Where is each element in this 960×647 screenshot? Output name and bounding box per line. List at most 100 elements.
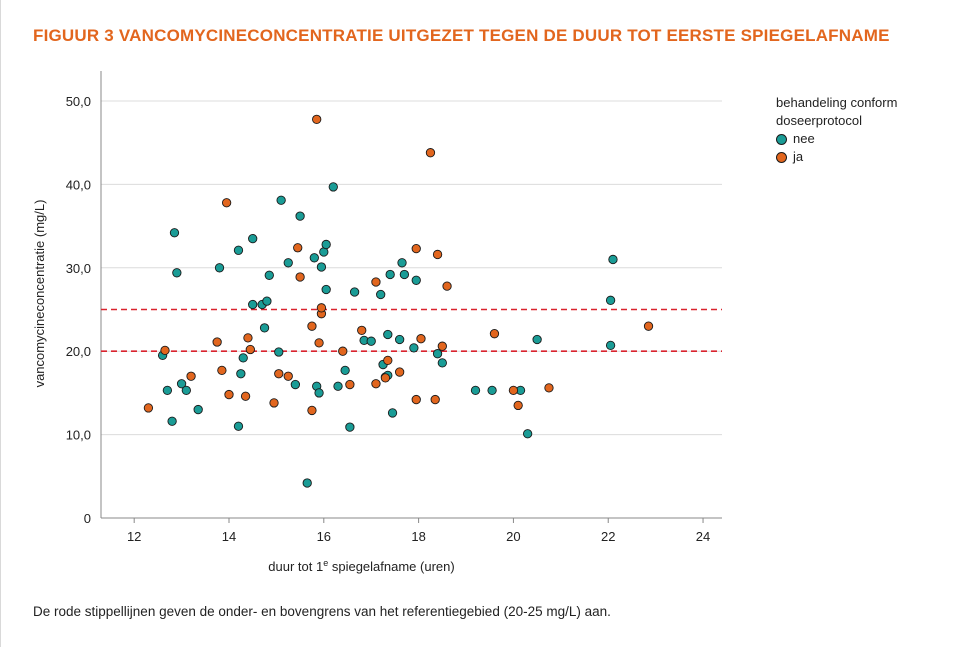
data-point-ja [394,367,405,377]
data-point-ja [307,405,317,416]
data-point-ja [380,373,391,383]
data-point-ja [143,403,154,413]
data-point-nee [522,429,533,439]
data-point-ja [513,400,523,411]
data-point-nee [487,385,497,396]
data-point-nee [366,336,376,346]
data-point-ja [544,383,554,393]
axes [100,71,722,523]
data-point-nee [259,323,270,333]
data-point-ja [371,277,381,287]
data-point-nee [309,253,319,263]
data-point-ja [508,385,519,396]
data-point-ja [430,394,440,405]
data-point-ja [224,389,234,400]
footnote: De rode stippellijnen geven de onder- en… [33,604,611,619]
data-point-nee [283,258,293,268]
data-point-ja [274,369,284,379]
data-point-nee [181,385,191,396]
legend-title: behandeling conform doseerprotocol [776,95,898,128]
data-point-ja [212,337,222,347]
legend-label-nee: nee [793,131,815,146]
data-point-ja [217,365,227,376]
legend-item-ja: ja [776,148,926,166]
data-point-nee [264,270,274,280]
data-point-nee [274,347,284,357]
data-point-nee [238,353,248,363]
data-point-nee [290,379,301,390]
data-point-ja [411,243,421,254]
data-point-nee [605,295,616,305]
y-tick-label: 10,0 [66,428,91,443]
data-point-ja [283,371,293,381]
data-point-nee [236,369,246,379]
grid-lines [101,100,722,436]
data-point-nee [385,269,395,280]
legend: behandeling conform doseerprotocol nee j… [776,94,926,166]
data-point-ja [160,345,170,356]
data-point-ja [383,355,393,366]
axis-labels: 0 10,0 20,0 30,0 40,0 50,0 12 14 16 18 20 22 24 duur … [32,94,710,574]
data-point-nee [162,385,173,396]
data-point-nee [233,421,244,431]
data-point-ja [240,391,251,401]
data-point-ja [643,321,654,331]
data-point-nee [394,334,405,345]
x-axis-label: duur tot 1e spiegelafname (uren) [268,558,454,574]
legend-label-ja: ja [793,149,804,164]
data-point-nee [276,195,286,205]
data-point-ja [411,394,421,405]
y-tick-label: 30,0 [66,261,91,276]
figure-title: FIGUUR 3 VANCOMYCINECONCENTRATIE UITGEZE… [33,26,890,45]
data-point-nee [328,182,338,192]
y-axis-label: vancomycineconcentratie (mg/L) [32,200,47,388]
data-point-ja [314,338,324,348]
data-point-nee [316,262,327,272]
data-point-ja [437,341,447,351]
data-point-ja [293,243,303,253]
data-point-ja [307,321,317,331]
x-tick-label: 14 [222,529,236,544]
data-point-nee [302,478,312,488]
data-point-nee [262,296,272,306]
x-tick-label: 22 [601,529,615,544]
data-point-nee [376,289,386,300]
x-tick-label: 18 [411,529,425,544]
data-point-nee [409,343,419,353]
data-point-nee [295,211,305,221]
data-point-nee [340,365,350,376]
data-point-nee [176,379,187,389]
data-point-nee [432,349,443,359]
data-point-ja [316,303,327,313]
data-point-nee [608,254,618,265]
data-point-ja [338,346,348,356]
y-tick-label: 20,0 [66,344,91,359]
data-point-nee [397,258,407,268]
data-point-ja [312,114,322,124]
data-point-ja [425,148,436,158]
data-point-nee [605,340,616,351]
data-point-nee [437,358,447,368]
data-point-ja [357,325,367,335]
data-point-ja [269,398,279,408]
data-points [143,114,654,488]
data-point-nee [169,228,180,238]
data-point-nee [233,245,244,255]
legend-item-nee: nee [776,130,926,148]
legend-marker-ja [776,151,787,163]
x-tick-label: 12 [127,529,141,544]
y-tick-label: 40,0 [66,177,91,192]
data-point-nee [532,334,542,345]
data-point-ja [295,272,305,282]
data-point-ja [432,249,443,260]
data-point-nee [349,287,360,297]
data-point-nee [314,388,324,398]
data-point-ja [371,379,381,389]
data-point-ja [221,198,232,208]
data-point-nee [399,269,410,280]
data-point-nee [248,299,258,310]
data-point-nee [470,385,481,396]
data-point-ja [442,281,452,291]
x-tick-label: 24 [696,529,710,544]
